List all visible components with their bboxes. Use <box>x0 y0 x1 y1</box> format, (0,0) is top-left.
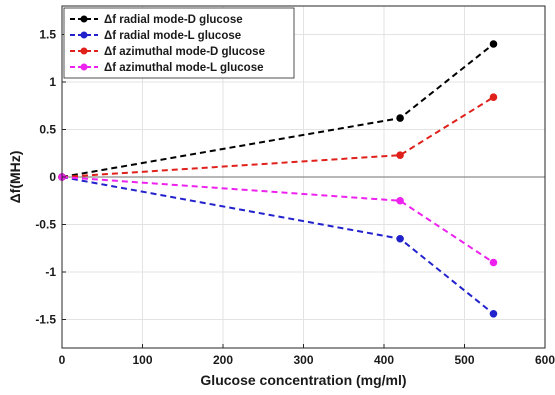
data-point <box>489 310 498 318</box>
x-tick-label: 600 <box>535 353 555 367</box>
x-axis-title: Glucose concentration (mg/ml) <box>200 372 406 388</box>
data-point <box>396 151 404 159</box>
legend: Δf radial mode-D glucose Δf radial mode-L… <box>63 7 295 79</box>
legend-label: Δf azimuthal mode-L glucose <box>104 62 264 74</box>
series-line <box>61 176 495 264</box>
series-layer <box>58 40 498 318</box>
y-tick-label: -0.5 <box>35 218 56 232</box>
legend-label: Δf azimuthal mode-D glucose <box>104 46 265 58</box>
x-axis-ticks: 0 100 200 300 400 500 600 <box>59 344 555 367</box>
legend-marker <box>80 31 88 39</box>
data-point <box>489 40 498 48</box>
legend-marker <box>80 63 88 71</box>
x-tick-label: 0 <box>59 353 66 367</box>
x-tick-label: 100 <box>132 353 152 367</box>
series-line <box>61 176 495 315</box>
y-tick-label: 0.5 <box>39 123 56 137</box>
legend-box <box>63 7 295 79</box>
legend-marker <box>80 47 88 55</box>
data-point <box>396 114 404 122</box>
x-tick-label: 500 <box>454 353 474 367</box>
y-axis-title: Δf(MHz) <box>7 151 23 204</box>
y-tick-label: 1 <box>49 75 56 89</box>
data-point <box>489 258 498 267</box>
x-tick-label: 200 <box>213 353 233 367</box>
legend-marker <box>80 15 88 23</box>
series-line <box>61 96 495 178</box>
y-tick-label: 1.5 <box>39 28 56 42</box>
data-point <box>489 93 498 101</box>
x-tick-label: 300 <box>293 353 313 367</box>
y-axis-ticks: -1.5 -1 -0.5 0 0.5 1 1.5 <box>35 28 66 327</box>
y-tick-label: -1 <box>45 265 56 279</box>
y-tick-label: 0 <box>49 170 56 184</box>
x-tick-label: 400 <box>374 353 394 367</box>
legend-label: Δf radial mode-L glucose <box>104 30 241 42</box>
legend-label: Δf radial mode-D glucose <box>104 14 243 26</box>
data-point <box>396 196 404 205</box>
data-point <box>396 234 404 243</box>
y-tick-label: -1.5 <box>35 313 56 327</box>
